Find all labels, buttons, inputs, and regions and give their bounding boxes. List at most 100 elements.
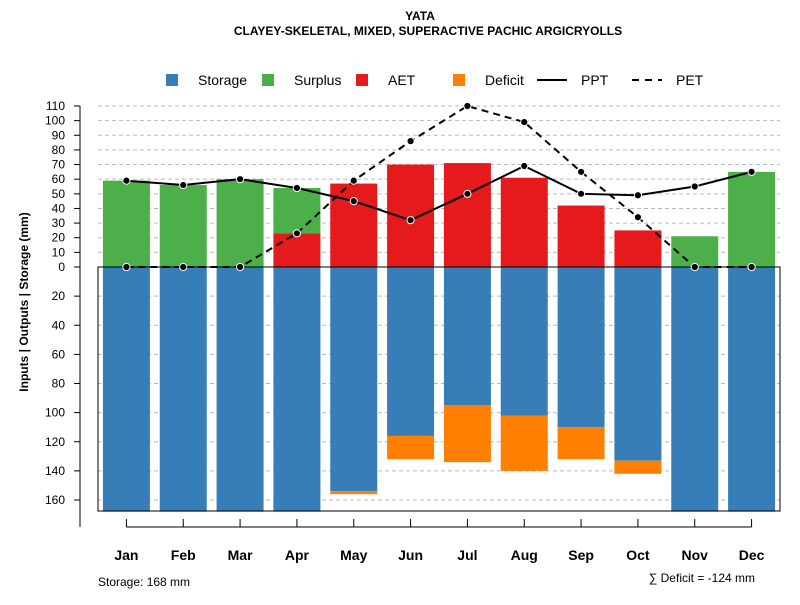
series-lines xyxy=(122,101,756,272)
bar-storage-sep xyxy=(557,267,605,428)
deficit-footer: ∑ Deficit = -124 mm xyxy=(649,571,755,585)
bar-storage-dec xyxy=(728,267,776,512)
bar-storage-jan xyxy=(102,267,150,512)
x-tick-label-aug: Aug xyxy=(511,547,538,563)
grid-lines xyxy=(98,105,780,501)
bar-storage-jul xyxy=(443,267,491,406)
bars xyxy=(102,163,776,512)
legend-label-surplus: Surplus xyxy=(294,72,341,88)
legend-label-aet: AET xyxy=(388,72,416,88)
point-ppt-dec xyxy=(747,167,756,176)
bar-aet-jul xyxy=(443,163,491,267)
chart-title: YATA xyxy=(405,9,435,23)
point-ppt-mar xyxy=(235,175,245,184)
x-tick-label-nov: Nov xyxy=(682,547,709,563)
y-tick-label: 60 xyxy=(52,172,66,186)
bar-storage-aug xyxy=(500,267,548,416)
y-axis-label: Inputs | Outputs | Storage (mm) xyxy=(17,212,31,391)
legend-label-deficit: Deficit xyxy=(485,72,524,88)
legend-swatch-storage xyxy=(166,74,178,86)
legend-item-pet: PET xyxy=(632,72,704,88)
bar-storage-apr xyxy=(273,267,321,512)
bar-surplus-dec xyxy=(728,171,776,267)
y-tick-label: 140 xyxy=(45,464,65,478)
point-pet-sep xyxy=(576,167,586,176)
point-ppt-apr xyxy=(292,183,302,193)
bar-deficit-sep xyxy=(557,427,605,460)
bar-surplus-mar xyxy=(216,179,264,267)
point-pet-jun xyxy=(406,137,415,146)
x-tick-label-feb: Feb xyxy=(171,547,196,563)
line-pet xyxy=(126,104,752,268)
bar-surplus-nov xyxy=(671,236,719,267)
legend-label-pet: PET xyxy=(676,72,704,88)
point-ppt-aug xyxy=(520,161,529,171)
bar-storage-oct xyxy=(614,267,662,461)
y-tick-label: 40 xyxy=(52,201,66,215)
point-ppt-nov xyxy=(690,182,699,191)
bar-deficit-jun xyxy=(387,435,435,460)
point-pet-mar xyxy=(235,262,245,272)
y-tick-label: 20 xyxy=(52,231,66,245)
y-tick-label: 100 xyxy=(45,406,65,420)
x-tick-label-jul: Jul xyxy=(457,547,477,563)
point-ppt-feb xyxy=(179,180,188,190)
point-ppt-jun xyxy=(406,216,415,225)
point-pet-jan xyxy=(122,262,131,272)
y-tick-label: 110 xyxy=(46,99,65,113)
bar-aet-apr xyxy=(273,233,321,267)
y-tick-label: 20 xyxy=(52,289,66,303)
point-pet-oct xyxy=(633,213,643,222)
y-tick-label: 40 xyxy=(52,318,66,332)
bar-aet-sep xyxy=(557,205,605,267)
x-tick-label-apr: Apr xyxy=(285,547,310,563)
x-tick-label-may: May xyxy=(340,547,367,563)
x-tick-label-oct: Oct xyxy=(626,547,650,563)
point-ppt-may xyxy=(349,197,358,206)
y-tick-label: 70 xyxy=(52,158,66,172)
x-tick-label-dec: Dec xyxy=(739,547,765,563)
y-tick-label: 30 xyxy=(52,216,66,230)
y-tick-label: 160 xyxy=(45,493,65,507)
bar-storage-mar xyxy=(216,267,264,512)
legend-swatch-aet xyxy=(356,74,368,86)
y-tick-label: 120 xyxy=(45,435,65,449)
line-ppt xyxy=(126,164,752,222)
bar-aet-jun xyxy=(387,164,435,267)
bar-surplus-feb xyxy=(159,185,207,267)
point-pet-apr xyxy=(292,229,302,238)
point-ppt-jul xyxy=(463,189,472,198)
point-ppt-oct xyxy=(633,191,643,200)
legend-swatch-deficit xyxy=(453,74,465,86)
y-tick-label: 80 xyxy=(52,377,66,391)
legend-item-storage: Storage xyxy=(166,72,247,88)
bar-surplus-jan xyxy=(102,180,150,267)
bar-storage-nov xyxy=(671,267,719,512)
bar-aet-oct xyxy=(614,230,662,267)
x-tick-label-sep: Sep xyxy=(568,547,594,563)
bar-deficit-aug xyxy=(500,415,548,471)
bar-deficit-may xyxy=(330,491,378,495)
point-pet-feb xyxy=(179,262,188,272)
legend: Storage Surplus AET Deficit PPT PET xyxy=(166,72,704,88)
y-tick-label: 0 xyxy=(58,260,65,274)
bar-storage-feb xyxy=(159,267,207,512)
bar-surplus-apr xyxy=(273,187,321,234)
legend-item-deficit: Deficit xyxy=(453,72,524,88)
legend-label-storage: Storage xyxy=(198,72,247,88)
legend-label-ppt: PPT xyxy=(581,72,609,88)
point-pet-nov xyxy=(690,262,699,272)
y-tick-label: 90 xyxy=(52,128,66,142)
point-pet-dec xyxy=(747,262,756,272)
y-tick-label: 100 xyxy=(45,114,65,128)
y-tick-label: 80 xyxy=(52,143,66,157)
point-pet-jul xyxy=(463,101,472,111)
legend-item-aet: AET xyxy=(356,72,416,88)
y-tick-label: 50 xyxy=(52,187,66,201)
point-ppt-jan xyxy=(122,176,131,185)
legend-swatch-surplus xyxy=(262,74,274,86)
legend-item-surplus: Surplus xyxy=(262,72,341,88)
point-pet-may xyxy=(349,176,358,185)
